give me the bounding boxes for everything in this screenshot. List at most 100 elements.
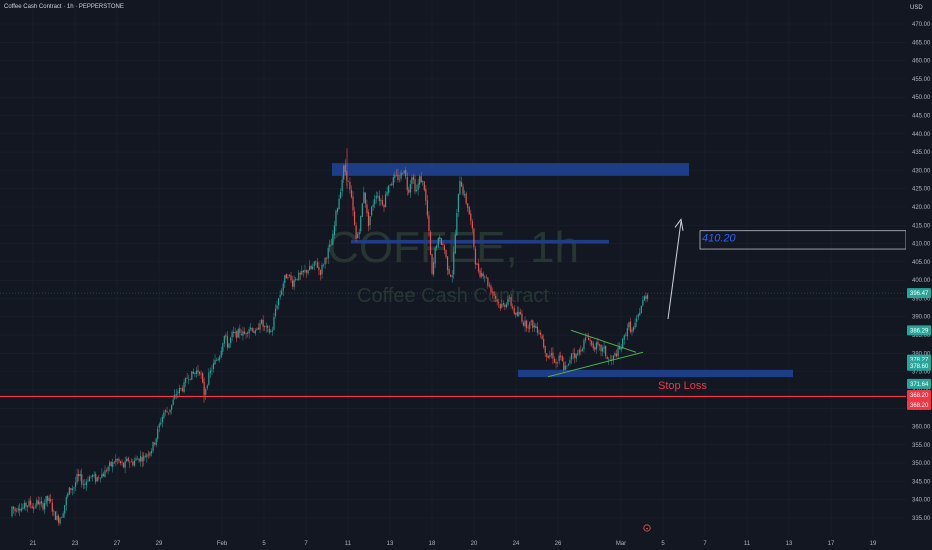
candle-body-down xyxy=(477,263,480,272)
replay-marker[interactable]: ▾ xyxy=(643,524,651,532)
candle-body-up xyxy=(152,442,154,451)
candle-body-up xyxy=(177,392,179,394)
candle-body-down xyxy=(490,285,492,293)
price-tick-label: 430.00 xyxy=(912,168,931,174)
candle-body-down xyxy=(532,320,534,328)
candle-body-down xyxy=(166,411,168,413)
candle-body-down xyxy=(491,292,494,293)
candle-body-up xyxy=(336,208,339,212)
price-tick-label: 455.00 xyxy=(912,77,931,83)
candle-body-down xyxy=(406,177,408,191)
candle-body-up xyxy=(529,322,531,329)
candle-body-down xyxy=(105,470,108,472)
candle-body-up xyxy=(550,353,552,356)
candle-body-up xyxy=(608,359,610,361)
price-tick-label: 410.00 xyxy=(912,242,931,248)
price-tick-label: 440.00 xyxy=(912,132,931,138)
candle-body-down xyxy=(98,477,100,478)
price-tick-label: 375.00 xyxy=(912,370,931,376)
supply-demand-zone[interactable] xyxy=(351,239,609,244)
candle-body-up xyxy=(501,304,503,308)
candle-body-up xyxy=(623,335,625,340)
candle-body-down xyxy=(450,274,452,277)
candle-body-down xyxy=(516,311,518,316)
candle-body-down xyxy=(563,362,565,371)
time-tick-label: 19 xyxy=(870,541,877,547)
candle-body-up xyxy=(188,379,190,380)
candle-body-up xyxy=(231,332,233,338)
candle-body-up xyxy=(76,473,78,483)
candle-body-up xyxy=(217,358,219,361)
candle-body-up xyxy=(59,518,61,524)
stop-loss-label: Stop Loss xyxy=(658,380,707,392)
candle-body-up xyxy=(371,206,373,216)
chart-title: Coffee Cash Contract · 1h · PEPPERSTONE xyxy=(4,4,124,10)
candle-body-up xyxy=(628,322,630,328)
time-axis[interactable]: 21 23 27 29 Feb 5 7 11 13 18 20 24 26 Mar 5 7 11 13 17 19 xyxy=(30,541,877,547)
candle-body-down xyxy=(443,245,446,251)
candle-body-down xyxy=(512,306,514,309)
candle-body-down xyxy=(471,221,473,229)
candle-body-up xyxy=(611,359,613,361)
candle-body-down xyxy=(19,508,21,511)
candle-body-up xyxy=(335,210,337,227)
symbol-watermark: COFFEE, 1h Coffee Cash Contract xyxy=(327,223,579,307)
price-tick-label: 380.00 xyxy=(912,351,931,357)
candle-body-down xyxy=(468,207,470,215)
price-tag-label: 396.47 xyxy=(910,291,929,297)
candle-body-up xyxy=(564,365,566,370)
candle-body-down xyxy=(181,388,184,391)
candle-body-up xyxy=(185,378,187,383)
candle-body-up xyxy=(617,347,619,357)
candle-body-down xyxy=(367,212,370,227)
time-tick-label: 21 xyxy=(30,541,37,547)
time-tick-label: 24 xyxy=(513,541,520,547)
candle-body-up xyxy=(208,372,210,385)
candle-body-up xyxy=(228,343,230,348)
candle-body-up xyxy=(36,500,38,507)
candle-body-down xyxy=(462,186,464,195)
candle-body-down xyxy=(233,331,235,334)
price-axis[interactable]: 335.00340.00345.00350.00355.00360.00365.… xyxy=(906,0,932,550)
candle-body-down xyxy=(296,278,298,280)
triangle-resistance-line[interactable] xyxy=(570,329,637,353)
candle-body-up xyxy=(558,355,560,362)
candle-body-up xyxy=(343,165,345,180)
candle-body-up xyxy=(578,349,580,354)
supply-demand-zone[interactable] xyxy=(518,369,793,378)
candle-body-up xyxy=(270,330,272,332)
candle-body-up xyxy=(45,496,47,504)
candle-body-up xyxy=(56,515,58,520)
candle-body-down xyxy=(420,175,422,183)
event-marker-icon[interactable] xyxy=(643,524,651,532)
candle-body-down xyxy=(552,352,554,359)
drawings[interactable]: Stop Loss 410.20 xyxy=(0,218,907,398)
currency-label[interactable]: USD xyxy=(910,5,923,11)
candle-body-up xyxy=(327,247,329,259)
candle-body-down xyxy=(138,458,140,462)
candle-body-up xyxy=(434,247,436,264)
candle-body-down xyxy=(202,373,204,383)
candle-body-up xyxy=(437,238,439,247)
candle-body-up xyxy=(222,343,224,352)
candle-body-up xyxy=(454,234,456,254)
price-tick-label: 390.00 xyxy=(912,315,931,321)
candle-body-up xyxy=(409,184,411,193)
candle-body-up xyxy=(570,353,573,360)
candle-body-up xyxy=(361,203,363,217)
candle-body-down xyxy=(488,285,490,287)
candle-body-down xyxy=(519,312,521,314)
candle-body-up xyxy=(85,481,87,485)
candle-body-down xyxy=(132,461,134,466)
price-tag-background xyxy=(907,288,931,299)
time-tick-label: Feb xyxy=(217,541,228,547)
candle-body-up xyxy=(73,487,75,489)
candle-body-down xyxy=(319,270,322,276)
candle-body-down xyxy=(561,356,563,362)
target-arrow-line[interactable] xyxy=(667,221,682,320)
triangle-support-line[interactable] xyxy=(547,351,644,378)
candle-body-up xyxy=(304,270,306,272)
supply-demand-zone[interactable] xyxy=(332,163,689,176)
candle-body-up xyxy=(281,290,283,295)
